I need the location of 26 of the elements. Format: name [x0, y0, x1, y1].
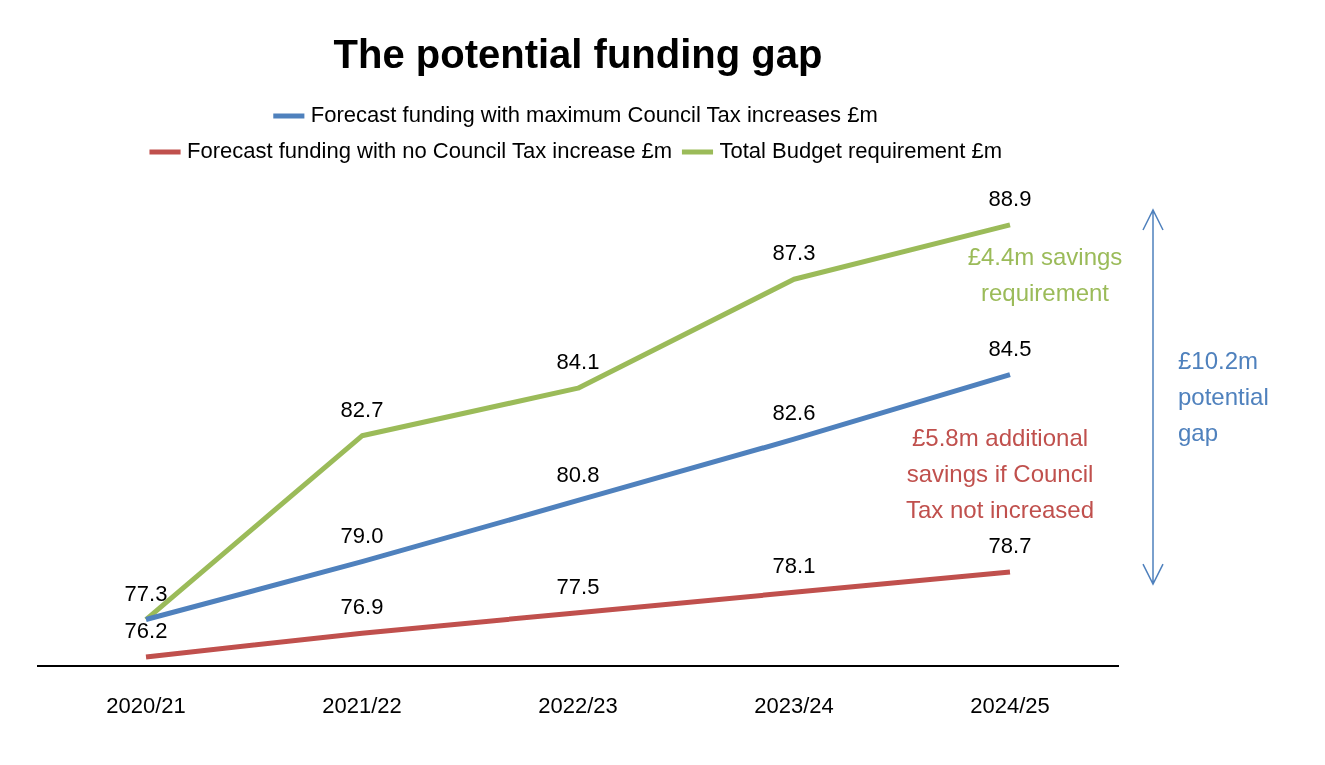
x-tick-label: 2024/25 — [970, 692, 1050, 718]
data-label: 82.6 — [772, 400, 816, 426]
text: £10.2m potential gap — [1178, 347, 1269, 446]
data-label: 84.5 — [988, 335, 1032, 361]
data-label: 88.9 — [988, 185, 1032, 211]
legend-label: Forecast funding with no Council Tax increase £m — [187, 138, 673, 164]
data-label: 87.3 — [772, 240, 816, 266]
data-label: 78.7 — [988, 532, 1032, 558]
data-label: 76.2 — [124, 618, 168, 644]
legend-label: Forecast funding with maximum Council Tax increases £m — [310, 102, 878, 128]
data-label: 79.0 — [340, 522, 384, 548]
annotation: £4.4m savings requirement — [967, 243, 1123, 307]
x-tick-label: 2023/24 — [754, 692, 834, 718]
data-label: 82.7 — [340, 396, 384, 422]
x-tick-label: 2020/21 — [106, 692, 186, 718]
x-tick-label: 2021/22 — [322, 692, 402, 718]
data-label: 77.5 — [556, 573, 600, 599]
chart-title: The potential funding gap — [333, 32, 823, 77]
annotation: £5.8m additional savings if Council Tax not increased — [905, 424, 1095, 524]
data-label: 76.9 — [340, 594, 384, 620]
data-label: 78.1 — [772, 553, 816, 579]
x-tick-label: 2022/23 — [538, 692, 618, 718]
data-label: 77.3 — [124, 580, 168, 606]
data-label: 84.1 — [556, 349, 600, 375]
legend-label: Total Budget requirement £m — [719, 138, 1002, 164]
data-label: 80.8 — [556, 461, 600, 487]
